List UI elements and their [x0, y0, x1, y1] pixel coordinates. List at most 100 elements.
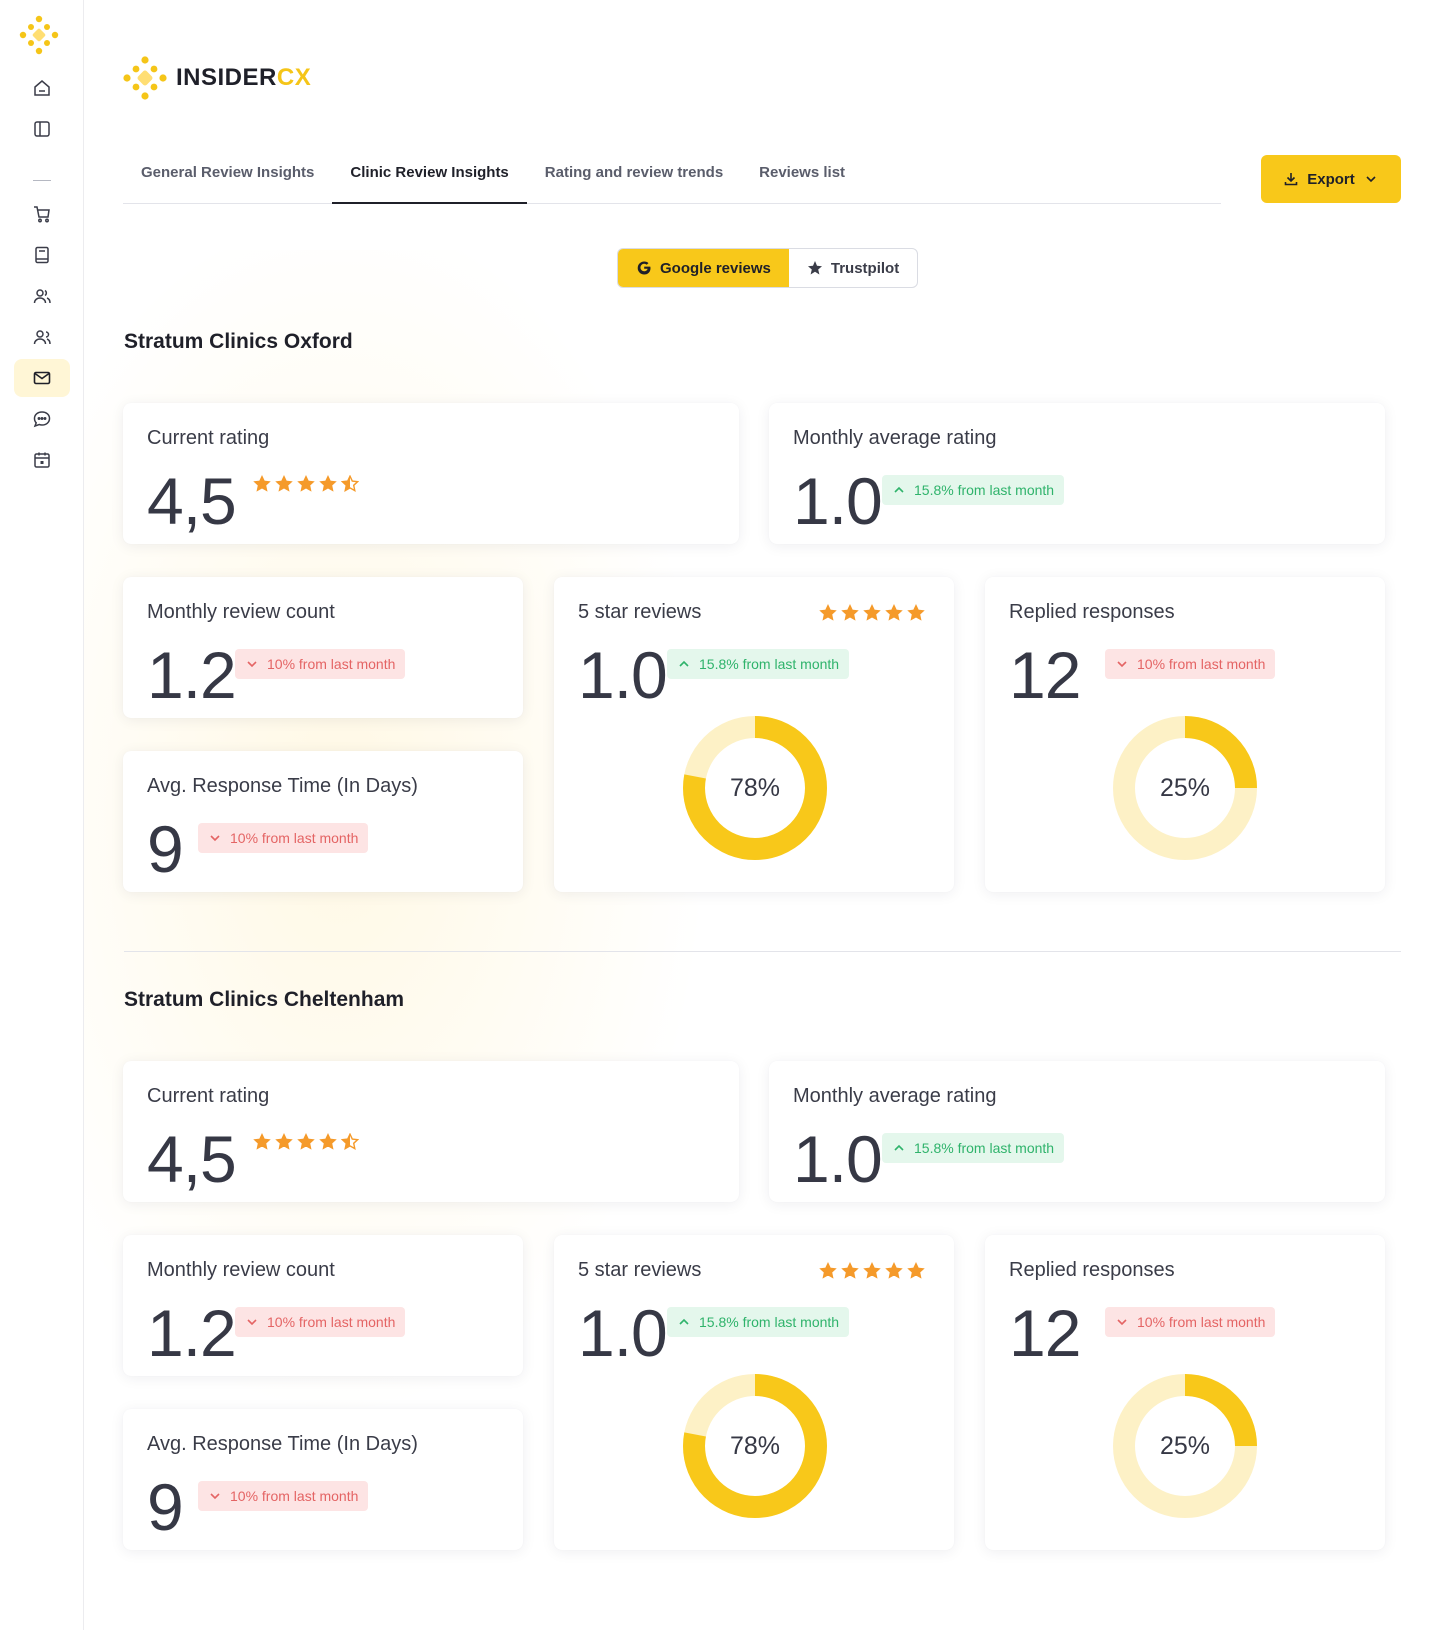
change-badge: 10% from last month [198, 1481, 369, 1511]
sidebar-item-team[interactable] [14, 318, 70, 356]
card-label: Avg. Response Time (In Days) [147, 1433, 418, 1455]
star-filled-icon [885, 604, 903, 621]
sidebar-item-orders[interactable] [14, 195, 70, 233]
card-label: 5 star reviews [578, 601, 702, 623]
tab-rating-and-review-trends[interactable]: Rating and review trends [544, 164, 724, 181]
five-star-donut: 78% [677, 1368, 833, 1524]
export-label: Export [1307, 170, 1355, 188]
star-filled-icon [319, 1133, 337, 1150]
chevron-up-icon [894, 486, 904, 493]
donut-arc [1113, 1374, 1257, 1518]
monthly-average-value: 1.0 [793, 464, 883, 538]
chevron-down-icon [210, 1493, 220, 1500]
change-text: 10% from last month [267, 656, 396, 672]
replied-value: 12 [1009, 638, 1081, 712]
google-reviews-button[interactable]: Google reviews [618, 249, 789, 287]
change-badge: 10% from last month [1105, 649, 1276, 679]
change-text: 15.8% from last month [914, 1140, 1055, 1156]
brand: INSIDERCX [122, 55, 311, 101]
change-text: 10% from last month [230, 830, 359, 846]
chevron-up-icon [894, 1144, 904, 1151]
donut-percent-label: 78% [729, 773, 781, 802]
star-filled-icon [253, 475, 271, 492]
chat-icon [33, 411, 51, 428]
export-button[interactable]: Export [1261, 155, 1401, 203]
trustpilot-label: Trustpilot [830, 259, 900, 277]
change-text: 10% from last month [1137, 656, 1266, 672]
current-rating-card: Current rating 4,5 [123, 403, 739, 544]
response-time-value: 9 [147, 1470, 184, 1544]
logo-icon[interactable] [19, 15, 59, 55]
five-star-reviews-card: 5 star reviews 1.0 15.8% from last month… [554, 1235, 954, 1550]
chevron-down-icon [1366, 176, 1376, 183]
review-count-value: 1.2 [147, 638, 237, 712]
star-filled-icon [907, 604, 925, 621]
change-badge: 15.8% from last month [882, 475, 1065, 505]
donut-chart [1113, 1374, 1257, 1518]
google-reviews-label: Google reviews [660, 259, 771, 277]
star-filled-icon [297, 475, 315, 492]
tab-general-review-insights[interactable]: General Review Insights [141, 164, 315, 181]
sidebar-item-home[interactable] [14, 69, 70, 107]
avg-response-time-card: Avg. Response Time (In Days) 9 10% from … [123, 1409, 523, 1550]
current-rating-value: 4,5 [147, 1122, 237, 1196]
google-icon [637, 261, 651, 275]
star-filled-icon [319, 475, 337, 492]
change-text: 10% from last month [267, 1314, 396, 1330]
card-label: 5 star reviews [578, 1259, 702, 1281]
change-text: 10% from last month [230, 1488, 359, 1504]
tab-clinic-review-insights[interactable]: Clinic Review Insights [332, 148, 527, 204]
calendar-icon [34, 452, 50, 468]
trustpilot-button[interactable]: Trustpilot [789, 249, 917, 287]
change-badge: 10% from last month [198, 823, 369, 853]
change-text: 10% from last month [1137, 1314, 1266, 1330]
chevron-down-icon [1117, 1319, 1127, 1326]
sidebar-item-panel[interactable] [14, 110, 70, 148]
sidebar-separator [33, 180, 51, 181]
avg-response-time-card: Avg. Response Time (In Days) 9 10% from … [123, 751, 523, 892]
star-filled-icon [819, 604, 837, 621]
star-half-icon [341, 1133, 359, 1150]
star-filled-icon [841, 604, 859, 621]
card-label: Monthly average rating [793, 427, 997, 449]
change-badge: 10% from last month [1105, 1307, 1276, 1337]
chevron-down-icon [247, 661, 257, 668]
monthly-review-count-card: Monthly review count 1.2 10% from last m… [123, 1235, 523, 1376]
current-rating-card: Current rating 4,5 [123, 1061, 739, 1202]
star-filled-icon [819, 1262, 837, 1279]
five-star-reviews-card: 5 star reviews 1.0 15.8% from last month… [554, 577, 954, 892]
rating-stars [253, 1133, 359, 1151]
chevron-up-icon [679, 660, 689, 667]
chevron-up-icon [679, 1318, 689, 1325]
star-filled-icon [841, 1262, 859, 1279]
brand-name: INSIDERCX [176, 64, 311, 92]
donut-chart [683, 716, 827, 860]
change-badge: 15.8% from last month [882, 1133, 1065, 1163]
sidebar-item-docs[interactable] [14, 236, 70, 274]
donut-percent-label: 25% [1159, 773, 1211, 802]
clinic-title: Stratum Clinics Oxford [124, 330, 353, 353]
star-filled-icon [863, 1262, 881, 1279]
sidebar-item-calendar[interactable] [14, 441, 70, 479]
tab-reviews-list[interactable]: Reviews list [759, 164, 846, 181]
download-icon [1284, 173, 1298, 186]
card-label: Monthly review count [147, 601, 335, 623]
star-filled-icon [885, 1262, 903, 1279]
sidebar-item-mail[interactable] [14, 359, 70, 397]
five-star-value: 1.0 [578, 638, 668, 712]
sidebar-item-users[interactable] [14, 277, 70, 315]
home-icon [34, 80, 50, 96]
five-star-value: 1.0 [578, 1296, 668, 1370]
chevron-down-icon [210, 835, 220, 842]
sidebar-item-chat[interactable] [14, 400, 70, 438]
monthly-average-value: 1.0 [793, 1122, 883, 1196]
five-star-donut: 78% [677, 710, 833, 866]
card-label: Avg. Response Time (In Days) [147, 775, 418, 797]
replied-responses-card: Replied responses 12 10% from last month… [985, 577, 1385, 892]
donut-percent-label: 78% [729, 1431, 781, 1460]
response-time-value: 9 [147, 812, 184, 886]
star-icon [807, 261, 822, 275]
replied-donut: 25% [1107, 1368, 1263, 1524]
donut-chart [683, 1374, 827, 1518]
change-badge: 15.8% from last month [667, 1307, 850, 1337]
